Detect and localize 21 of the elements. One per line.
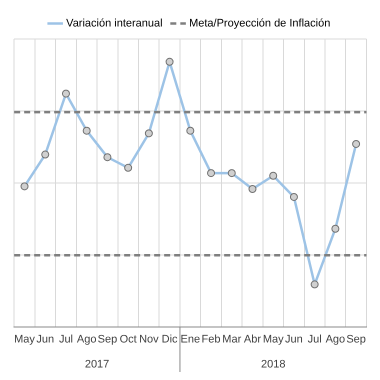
x-tick-label: Jun	[36, 333, 54, 346]
x-tick-label: Dic	[162, 333, 178, 346]
x-tick-label: Jul	[308, 333, 322, 346]
x-tick-label: May	[262, 333, 284, 346]
x-tick-label: Oct	[120, 333, 137, 346]
legend-label: Variación interanual	[66, 18, 163, 30]
x-tick-label: Ago	[326, 333, 346, 346]
x-tick-label: Mar	[222, 333, 242, 346]
x-tick-label: Feb	[202, 333, 221, 346]
x-tick-label: Sep	[346, 333, 366, 346]
x-tick-label: Jul	[58, 333, 73, 346]
x-tick-label: Jun	[285, 333, 303, 346]
x-tick-label: Nov	[139, 333, 160, 346]
x-tick-label: Ene	[180, 333, 200, 346]
text: 2018	[260, 358, 286, 371]
x-tick-label: May	[14, 333, 36, 346]
x-tick-label: Ago	[76, 333, 96, 346]
x-tick-label: Abr	[244, 333, 262, 346]
x-tick-label: Sep	[98, 333, 118, 346]
text: 2017	[84, 358, 110, 371]
legend-label: Meta/Proyección de Inflación	[189, 18, 330, 30]
